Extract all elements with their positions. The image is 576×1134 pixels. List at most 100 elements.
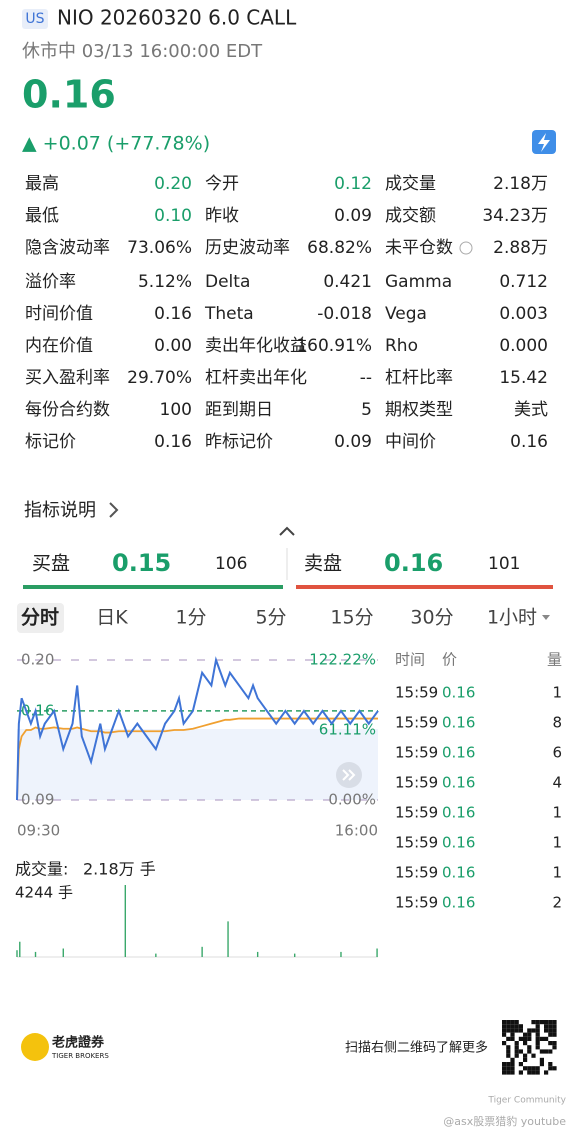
volume-bar [16, 950, 18, 957]
stat-value: 2.88万 [493, 238, 548, 258]
collapse[interactable] [279, 526, 295, 536]
volume-max: 4244 手 [15, 884, 73, 902]
stat-label: 成交额 [385, 206, 436, 226]
qr-cell [535, 1032, 540, 1037]
badge-bg [22, 9, 48, 29]
trade-cell: 0.16 [442, 714, 475, 732]
qr-cell [502, 1070, 507, 1075]
stat-value: 5 [361, 400, 372, 420]
stat-value: 0.20 [154, 174, 192, 194]
volume-title: 成交量: [15, 860, 68, 879]
qr-cell [523, 1036, 528, 1041]
stat-label: 距到期日 [205, 400, 273, 420]
qr-cell [523, 1041, 528, 1046]
qr-cell [514, 1049, 519, 1054]
stat-value: 0.421 [323, 272, 372, 292]
logo [21, 1033, 49, 1061]
tab[interactable]: 日K [96, 607, 128, 629]
qr-cell [506, 1070, 511, 1075]
volume-bar [62, 948, 64, 957]
stat-value: 0.16 [154, 304, 192, 324]
x-tick-label: 16:00 [335, 822, 378, 840]
tab[interactable]: 5分 [255, 607, 286, 629]
qr-cell [506, 1028, 511, 1033]
tab[interactable]: 1小时 [487, 607, 537, 629]
qr-cell [506, 1036, 511, 1041]
qr-cell [510, 1066, 515, 1071]
qr-cell [527, 1070, 532, 1075]
qr-cell [502, 1028, 507, 1033]
tab[interactable]: 30分 [410, 607, 453, 629]
qr-cell [535, 1045, 540, 1050]
qr-cell [552, 1045, 557, 1050]
qr-cell [518, 1028, 523, 1033]
qr-cell [506, 1066, 511, 1071]
qr-cell [527, 1036, 532, 1041]
trade-cell: 15:59 [395, 774, 438, 792]
volume-bar [227, 921, 229, 957]
y-tick-label: 0.20 [21, 651, 54, 669]
volume-bar [376, 948, 378, 957]
stat-value: 5.12% [138, 272, 192, 292]
price: 0.16 [22, 73, 116, 117]
qr-cell [531, 1020, 536, 1025]
stat-value: 0.12 [334, 174, 372, 194]
stat-label: 每份合约数 [25, 400, 110, 420]
trade-cell: 1 [552, 804, 562, 822]
tab-active-bg [17, 603, 64, 633]
tab[interactable]: 分时 [21, 607, 59, 629]
stat-value: 73.06% [127, 238, 192, 258]
y2-tick-label: 122.22% [309, 651, 376, 669]
qr-cell [544, 1070, 549, 1075]
stat-value: -0.018 [317, 304, 372, 324]
stat-label: 中间价 [385, 432, 436, 452]
bid-label: 买盘 [32, 553, 70, 575]
qr-cell [544, 1049, 549, 1054]
qr-cell [510, 1062, 515, 1067]
indicator-link[interactable]: 指标说明 [24, 500, 96, 521]
trade-cell: 1 [552, 834, 562, 852]
qr-cell [539, 1020, 544, 1025]
qr-cell [531, 1070, 536, 1075]
qr-cell [539, 1036, 544, 1041]
chevron [109, 502, 119, 518]
qr-cell [548, 1041, 553, 1046]
qr-cell [518, 1062, 523, 1067]
stat-value: 34.23万 [482, 206, 548, 226]
volume-bar [19, 941, 21, 957]
qr-cell [552, 1028, 557, 1033]
trade-cell: 1 [552, 864, 562, 882]
qr-cell [531, 1053, 536, 1058]
volume-total: 2.18万 手 [83, 860, 156, 879]
stat-label: 隐含波动率 [25, 238, 110, 258]
stat-value: 29.70% [127, 368, 192, 388]
stat-label: 历史波动率 [205, 238, 290, 258]
qr-cell [510, 1036, 515, 1041]
qr-cell [506, 1045, 511, 1050]
y-tick-label: 0.09 [21, 791, 54, 809]
qr-cell [523, 1057, 528, 1062]
trade-cell: 15:59 [395, 714, 438, 732]
bid-price: 0.15 [112, 549, 171, 577]
info-icon [459, 241, 473, 255]
volume-bar [124, 885, 126, 957]
qr-cell [544, 1020, 549, 1025]
dropdown [542, 615, 550, 620]
stat-label: 昨收 [205, 206, 239, 226]
ask-size: 101 [488, 554, 520, 574]
brand: 老虎證券 [51, 1035, 105, 1051]
stat-label: 今开 [205, 174, 239, 194]
trade-cell: 15:59 [395, 744, 438, 762]
qr-cell [514, 1045, 519, 1050]
qr-cell [552, 1032, 557, 1037]
tab[interactable]: 1分 [175, 607, 206, 629]
stat-value: 0.10 [154, 206, 192, 226]
stat-value: 2.18万 [493, 174, 548, 194]
badge: US [25, 11, 44, 27]
qr-cell [510, 1032, 515, 1037]
qr-cell [506, 1062, 511, 1067]
trade-cell: 0.16 [442, 864, 475, 882]
qr-cell [506, 1049, 511, 1054]
qr-cell [523, 1032, 528, 1037]
tab[interactable]: 15分 [330, 607, 373, 629]
